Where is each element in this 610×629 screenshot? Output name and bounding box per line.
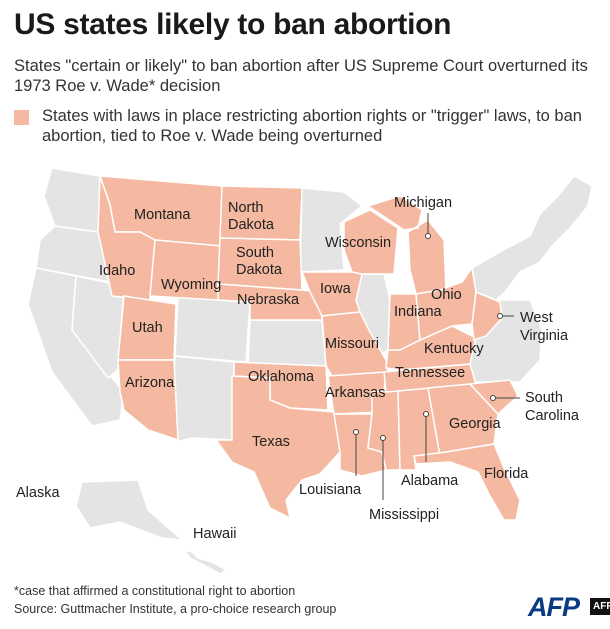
dot-mississippi	[380, 435, 386, 441]
state-utah	[117, 295, 177, 361]
state-nebraska	[217, 283, 323, 321]
label-alaska: Alaska	[16, 485, 60, 501]
dot-michigan	[425, 233, 431, 239]
state-arizona	[117, 359, 179, 442]
state-northeast	[471, 175, 593, 301]
ban-states	[97, 175, 521, 521]
state-washington	[43, 167, 101, 233]
label-indiana: Indiana	[394, 304, 443, 320]
label-missouri: Missouri	[325, 336, 379, 352]
label-mississippi: Mississippi	[369, 507, 439, 523]
afp-credit-tag: AFP	[590, 598, 610, 615]
state-west-virginia	[471, 290, 503, 342]
label-arizona: Arizona	[125, 375, 175, 391]
state-new-mexico	[171, 355, 235, 443]
label-oklahoma: Oklahoma	[248, 369, 315, 385]
label-west-virginia-2: Virginia	[520, 328, 569, 344]
label-michigan: Michigan	[394, 195, 452, 211]
dot-alabama	[423, 411, 429, 417]
label-louisiana: Louisiana	[299, 482, 362, 498]
footnote: *case that affirmed a constitutional rig…	[14, 584, 296, 598]
label-montana: Montana	[134, 207, 191, 223]
label-kentucky: Kentucky	[424, 341, 484, 357]
label-florida: Florida	[484, 466, 529, 482]
label-texas: Texas	[252, 434, 290, 450]
map-subtitle: States "certain or likely" to ban aborti…	[14, 57, 588, 95]
state-florida	[413, 443, 521, 521]
label-south-dakota-2: Dakota	[236, 262, 283, 278]
label-north-dakota-2: Dakota	[228, 217, 275, 233]
leader-lines	[355, 213, 520, 500]
leader-dots	[353, 233, 503, 441]
legend-label: States with laws in place restricting ab…	[42, 107, 582, 145]
label-west-virginia-1: West	[520, 310, 553, 326]
label-idaho: Idaho	[99, 263, 135, 279]
dot-west-virginia	[497, 313, 503, 319]
state-wisconsin	[343, 209, 399, 275]
label-ohio: Ohio	[431, 287, 462, 303]
label-alabama: Alabama	[401, 473, 459, 489]
state-hawaii	[182, 548, 228, 575]
dot-south-carolina	[490, 395, 496, 401]
legend-swatch	[14, 110, 29, 125]
state-labels: Montana North Dakota South Dakota Idaho …	[16, 195, 580, 542]
label-tennessee: Tennessee	[395, 365, 465, 381]
label-utah: Utah	[132, 320, 163, 336]
us-map: Montana North Dakota South Dakota Idaho …	[16, 167, 593, 575]
state-indiana	[387, 293, 421, 351]
label-iowa: Iowa	[320, 281, 352, 297]
state-kansas	[247, 319, 327, 367]
state-texas	[214, 375, 341, 520]
label-south-carolina-1: South	[525, 390, 563, 406]
label-north-dakota-1: North	[228, 200, 263, 216]
label-georgia: Georgia	[449, 416, 502, 432]
label-wyoming: Wyoming	[161, 277, 221, 293]
afp-logo: AFP	[528, 592, 606, 622]
map-title: US states likely to ban abortion	[14, 8, 452, 41]
label-arkansas: Arkansas	[325, 385, 385, 401]
source-note: Source: Guttmacher Institute, a pro-choi…	[14, 602, 337, 616]
label-wisconsin: Wisconsin	[325, 235, 391, 251]
label-hawaii: Hawaii	[193, 526, 237, 542]
dot-louisiana	[353, 429, 359, 435]
afp-logo-text: AFP	[528, 592, 580, 622]
state-alaska	[75, 479, 185, 541]
label-nebraska: Nebraska	[237, 292, 300, 308]
label-south-carolina-2: Carolina	[525, 408, 580, 424]
label-south-dakota-1: South	[236, 245, 274, 261]
